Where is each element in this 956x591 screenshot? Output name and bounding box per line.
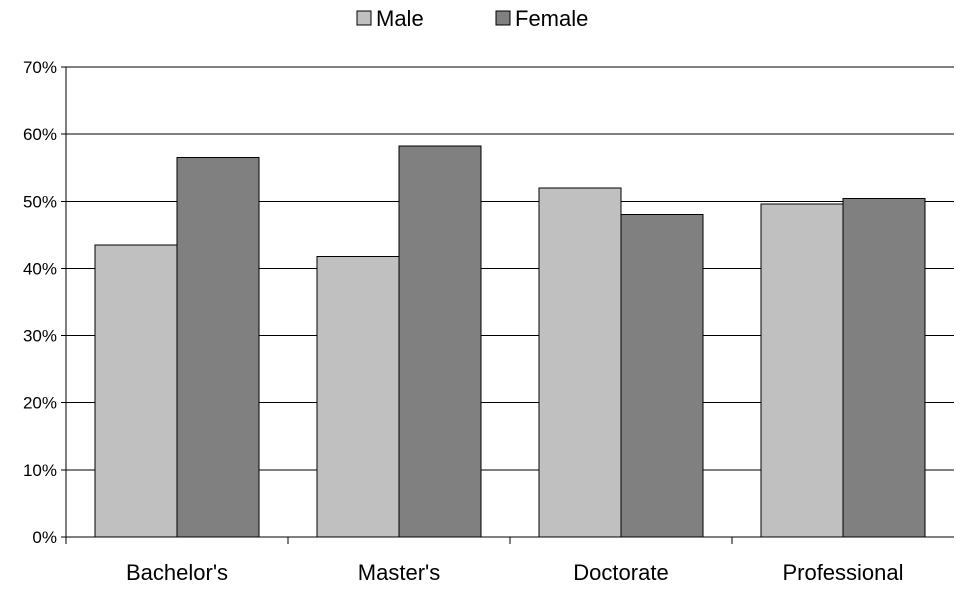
legend-label-female: Female [515, 6, 588, 31]
bar-male-2 [538, 187, 622, 538]
bar-male-1 [316, 255, 400, 538]
y-tick-label: 50% [23, 192, 57, 211]
y-tick-label: 70% [23, 58, 57, 77]
y-tick-label: 0% [32, 528, 57, 547]
x-tick-label: Bachelor's [126, 560, 228, 585]
bar-female-1 [398, 145, 482, 538]
legend: Male Female [356, 6, 588, 31]
bar-female-2 [620, 214, 704, 538]
x-tick-label: Professional [782, 560, 903, 585]
y-tick-label: 60% [23, 125, 57, 144]
axes [61, 66, 954, 544]
y-tick-labels: 0% 10% 20% 30% 40% 50% 60% 70% [23, 58, 57, 547]
legend-swatch-female [495, 10, 511, 26]
bar-female-3 [842, 198, 926, 538]
y-tick-label: 20% [23, 394, 57, 413]
y-tick-label: 30% [23, 327, 57, 346]
bar-male-0 [94, 244, 178, 538]
bar-male-3 [760, 203, 844, 538]
x-tick-labels: Bachelor's Master's Doctorate Professional [126, 560, 904, 585]
legend-swatch-male [356, 10, 372, 26]
bar-female-0 [176, 157, 260, 538]
bars [94, 145, 926, 538]
y-tick-label: 10% [23, 461, 57, 480]
x-tick-label: Master's [358, 560, 440, 585]
legend-label-male: Male [376, 6, 424, 31]
x-tick-label: Doctorate [573, 560, 668, 585]
y-tick-label: 40% [23, 259, 57, 278]
